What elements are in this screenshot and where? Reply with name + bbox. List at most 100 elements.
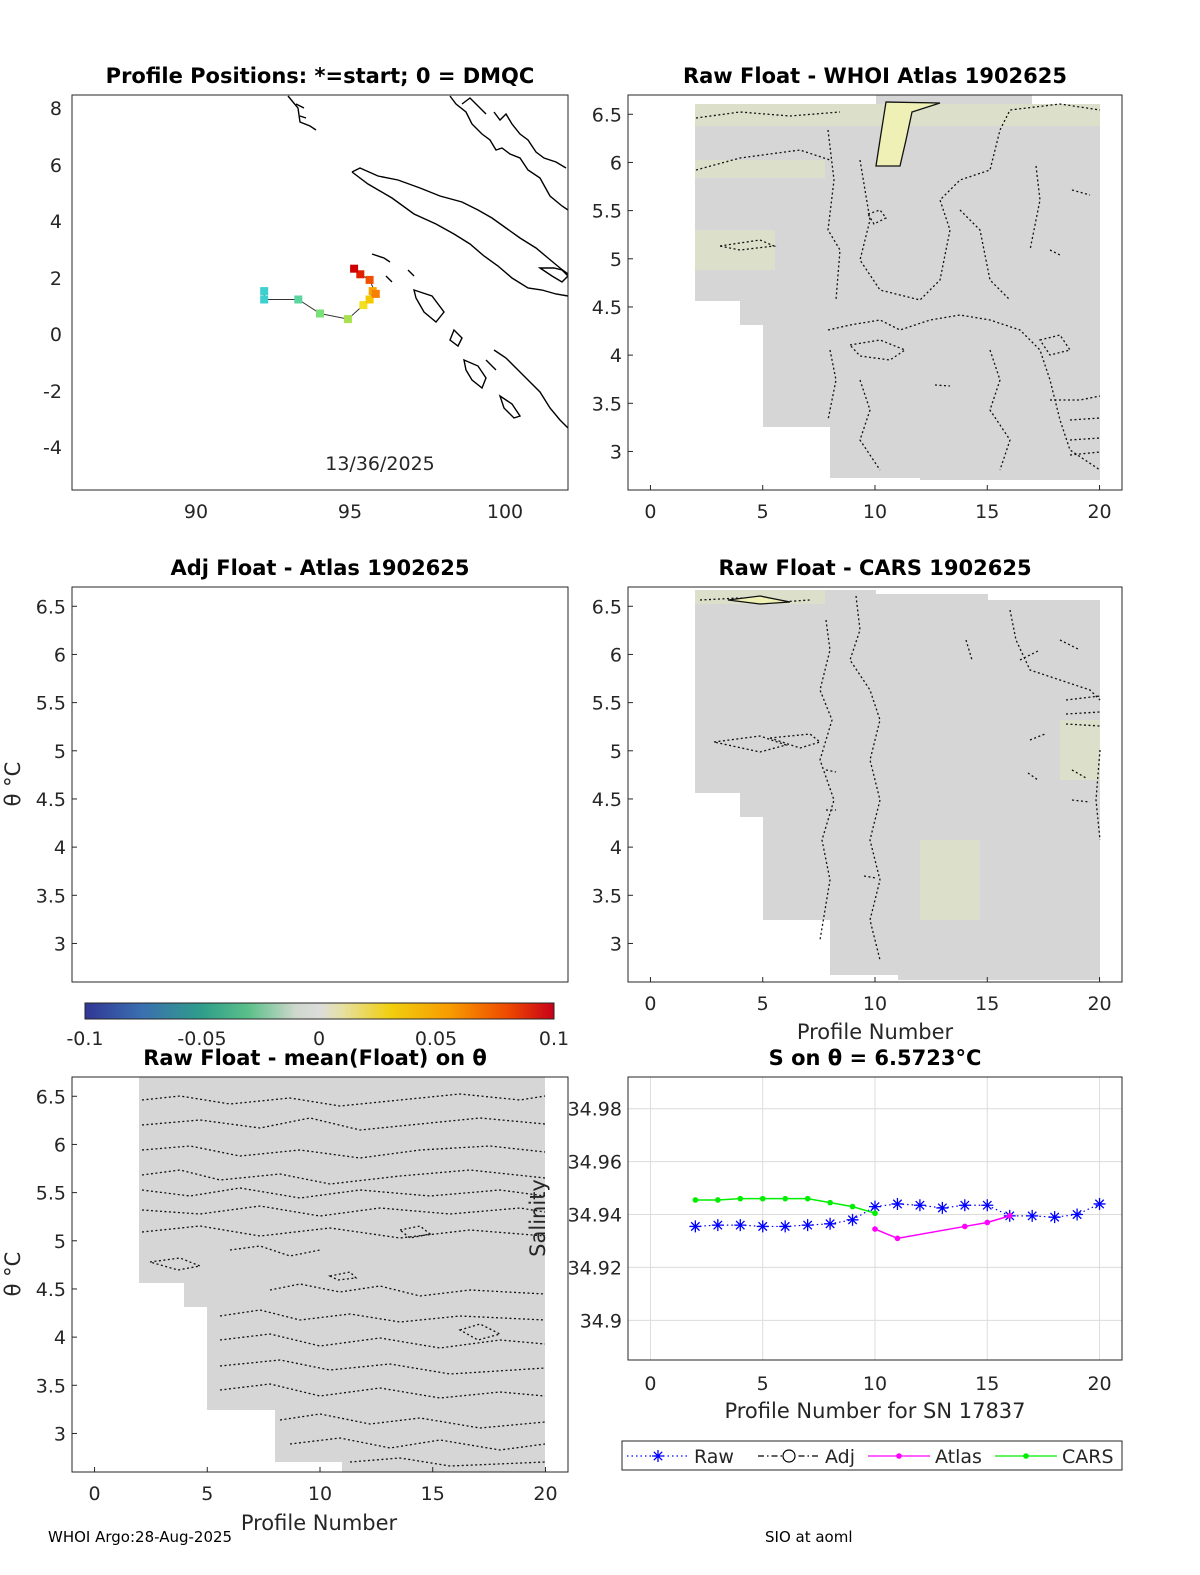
raw-point	[734, 1219, 747, 1232]
salinity-axes-box	[627, 1076, 1123, 1361]
atlas-point	[1006, 1213, 1013, 1219]
profile-tick-label: 20	[1087, 993, 1111, 1015]
raw-point	[711, 1219, 724, 1232]
theta-tick-label: 6	[610, 152, 622, 174]
salinity-ytick: 34.94	[568, 1205, 622, 1227]
colorbar-tick: 0.1	[539, 1028, 569, 1050]
raw-point	[824, 1217, 837, 1230]
pos-xtick: 95	[338, 501, 362, 523]
whoi-title: Raw Float - WHOI Atlas 1902625	[683, 64, 1067, 88]
atlas-point	[962, 1223, 968, 1230]
legend-label-cars: CARS	[1062, 1446, 1114, 1468]
footer-left: WHOI Argo:28-Aug-2025	[48, 1528, 232, 1546]
mean-xticks: 0 5 10 15 20	[88, 1467, 558, 1505]
track-point	[359, 301, 368, 310]
pos-ytick: -4	[43, 437, 62, 459]
cars-point	[872, 1210, 878, 1217]
theta-tick-label: 4.5	[592, 789, 622, 811]
atlas-point	[894, 1235, 901, 1242]
salinity-ytick: 34.92	[568, 1257, 622, 1279]
cars-panel: Raw Float - CARS 1902625 6.5 6 5.5 5 4.5 4 3.5…	[592, 556, 1123, 1044]
cars-point	[759, 1195, 766, 1202]
theta-tick-label: 3	[610, 933, 622, 955]
adj-axes-box	[71, 586, 569, 983]
adj-yticks: 6.5 6 5.5 5 4.5 4 3.5 3	[36, 596, 77, 955]
pos-xtick: 90	[184, 501, 208, 523]
salinity-legend: Raw Adj Atlas CARS	[621, 1440, 1123, 1471]
legend-marker-atlas	[896, 1453, 902, 1459]
pos-ytick: -2	[43, 381, 62, 403]
theta-tick-label: 4	[54, 1327, 66, 1349]
raw-point	[1048, 1211, 1061, 1224]
cars-yticks: 6.5 6 5.5 5 4.5 4 3.5 3	[592, 596, 633, 955]
mean-ylabel: θ °C	[1, 1252, 25, 1297]
theta-tick-label: 4.5	[36, 1279, 66, 1301]
colorbar-tick: -0.1	[66, 1028, 103, 1050]
theta-tick-label: 5	[610, 741, 622, 763]
profile-tick-label: 0	[644, 993, 656, 1015]
raw-point	[689, 1220, 702, 1233]
adj-ylabel: θ °C	[1, 762, 25, 807]
atlas-point	[872, 1226, 878, 1232]
pos-ytick: 8	[50, 98, 62, 120]
raw-point	[846, 1213, 859, 1226]
pos-xtick: 100	[487, 501, 523, 523]
profile-tick-label: 0	[644, 501, 656, 523]
mean-panel: Raw Float - mean(Float) on θ 6.5 6 5.5 5 4.5…	[1, 1046, 569, 1535]
theta-tick-label: 4	[610, 345, 622, 367]
colorbar: -0.1 -0.05 0 0.05 0.1	[66, 1002, 569, 1050]
salinity-xtick: 10	[863, 1373, 887, 1395]
theta-tick-label: 3	[54, 1423, 66, 1445]
cars-title: Raw Float - CARS 1902625	[718, 556, 1031, 580]
theta-tick-label: 4	[610, 837, 622, 859]
cars-point	[715, 1197, 721, 1203]
raw-point	[869, 1200, 881, 1213]
profile-tick-label: 0	[88, 1483, 100, 1505]
cars-point	[692, 1197, 699, 1203]
float-track	[260, 264, 380, 324]
track-point	[350, 264, 359, 273]
positions-title: Profile Positions: *=start; 0 = DMQC	[106, 64, 535, 88]
legend-marker-raw	[652, 1450, 664, 1462]
theta-tick-label: 6	[54, 1134, 66, 1156]
track-point	[365, 295, 374, 304]
raw-point	[756, 1220, 769, 1233]
legend-marker-cars	[1023, 1453, 1029, 1459]
profile-tick-label: 15	[975, 993, 999, 1015]
theta-tick-label: 6.5	[36, 596, 66, 618]
colorbar-tick: -0.05	[177, 1028, 226, 1050]
theta-tick-label: 6	[610, 644, 622, 666]
theta-tick-label: 5.5	[592, 693, 622, 715]
raw-point	[913, 1199, 926, 1212]
theta-tick-label: 4.5	[36, 789, 66, 811]
raw-point	[1026, 1209, 1039, 1222]
theta-tick-label: 6	[54, 644, 66, 666]
theta-tick-label: 3.5	[36, 1375, 66, 1397]
positions-axes-box	[71, 94, 569, 491]
salinity-title: S on θ = 6.5723°C	[769, 1046, 982, 1070]
profile-tick-label: 10	[308, 1483, 332, 1505]
profile-tick-label: 5	[201, 1483, 213, 1505]
track-point	[260, 295, 269, 304]
theta-tick-label: 5.5	[592, 201, 622, 223]
raw-point	[779, 1220, 792, 1233]
raw-point	[981, 1199, 994, 1212]
whoi-panel: Raw Float - WHOI Atlas 1902625 6.5 6 5.5 5 4…	[592, 64, 1123, 523]
track-point	[371, 289, 380, 298]
theta-tick-label: 3.5	[592, 885, 622, 907]
salinity-xtick: 5	[757, 1373, 769, 1395]
legend-label-raw: Raw	[694, 1446, 734, 1468]
track-point	[260, 287, 269, 296]
salinity-ytick: 34.96	[568, 1152, 622, 1174]
mean-title: Raw Float - mean(Float) on θ	[143, 1046, 487, 1070]
legend-label-atlas: Atlas	[935, 1446, 982, 1468]
theta-tick-label: 3.5	[592, 393, 622, 415]
whoi-field	[695, 95, 1101, 480]
cars-field	[695, 590, 1101, 980]
salinity-grid	[628, 1077, 1122, 1360]
profile-tick-label: 10	[863, 993, 887, 1015]
series-line-atlas	[874, 1215, 1010, 1240]
mean-xlabel: Profile Number	[241, 1511, 398, 1535]
positions-panel: Profile Positions: *=start; 0 = DMQC 8 6…	[43, 64, 569, 523]
